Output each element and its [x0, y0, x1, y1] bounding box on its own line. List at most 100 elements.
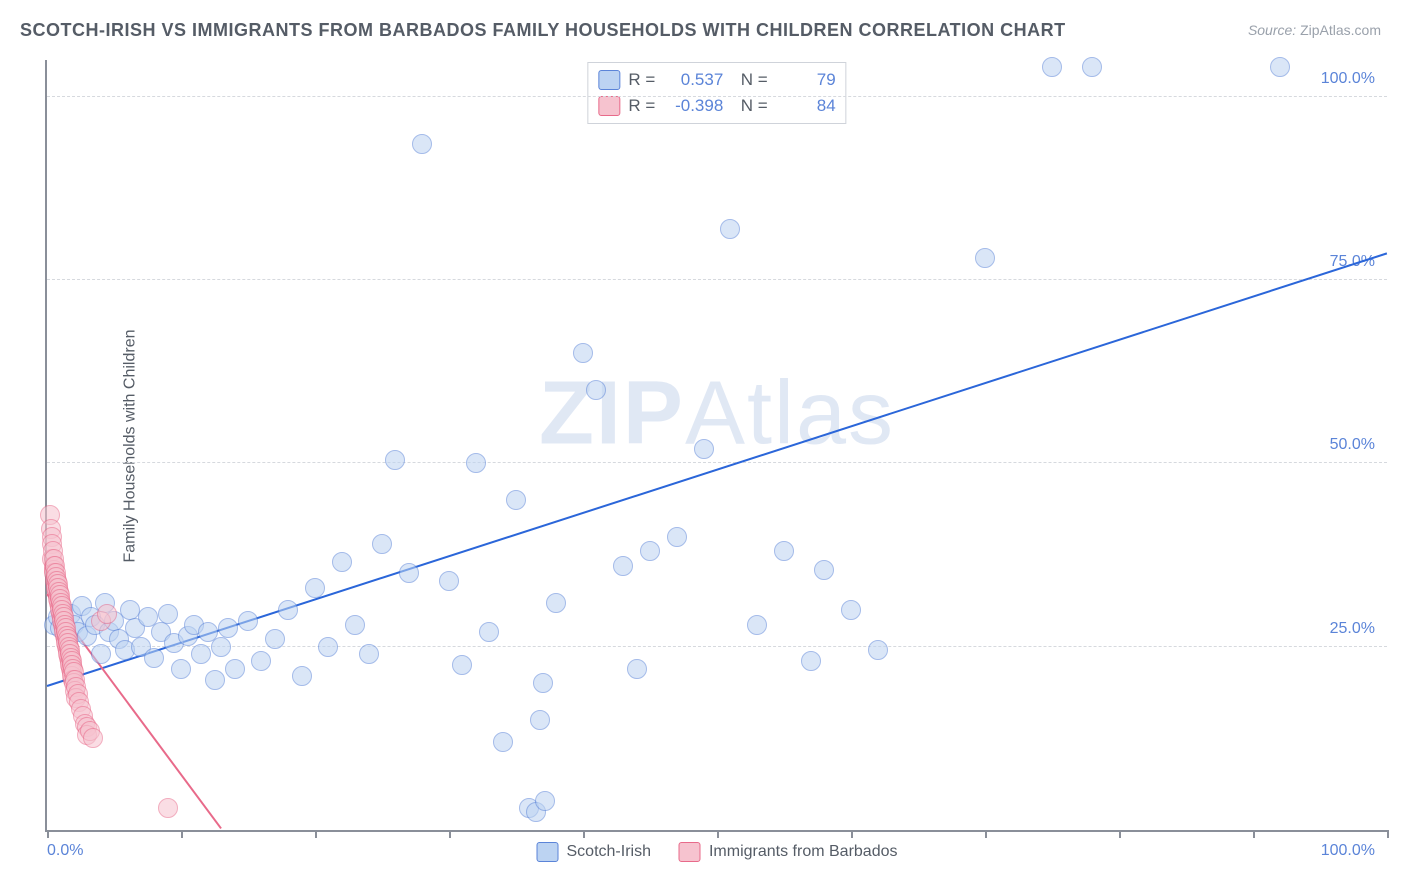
source-label: Source: [1248, 22, 1296, 38]
scatter-point [774, 541, 794, 561]
gridline [47, 96, 1387, 97]
scatter-point [586, 380, 606, 400]
scatter-point [466, 453, 486, 473]
scatter-point [1270, 57, 1290, 77]
scatter-point [399, 563, 419, 583]
scatter-point [218, 618, 238, 638]
legend-row-series-2: R = -0.398 N = 84 [598, 93, 835, 119]
legend-swatch-icon [537, 842, 559, 862]
scatter-point [535, 791, 555, 811]
x-tick [47, 830, 49, 838]
x-tick [1253, 830, 1255, 838]
r-value-2: -0.398 [663, 96, 723, 116]
n-label: N = [731, 70, 767, 90]
scatter-point [814, 560, 834, 580]
scatter-point [83, 728, 103, 748]
scatter-point [171, 659, 191, 679]
scatter-point [97, 604, 117, 624]
scatter-point [158, 798, 178, 818]
scatter-point [747, 615, 767, 635]
legend-swatch-1 [598, 70, 620, 90]
watermark-atlas: Atlas [685, 364, 895, 464]
correlation-legend: R = 0.537 N = 79 R = -0.398 N = 84 [587, 62, 846, 124]
legend-row-series-1: R = 0.537 N = 79 [598, 67, 835, 93]
legend-label-1: Scotch-Irish [567, 843, 651, 861]
scatter-point [975, 248, 995, 268]
x-tick [851, 830, 853, 838]
scatter-point [573, 343, 593, 363]
x-tick [717, 830, 719, 838]
scatter-point [493, 732, 513, 752]
x-tick [985, 830, 987, 838]
scatter-point [292, 666, 312, 686]
scatter-point [225, 659, 245, 679]
x-tick [315, 830, 317, 838]
scatter-point [868, 640, 888, 660]
n-label: N = [731, 96, 767, 116]
scatter-point [305, 578, 325, 598]
scatter-point [801, 651, 821, 671]
x-tick [1387, 830, 1389, 838]
scatter-point [694, 439, 714, 459]
y-tick-label: 50.0% [1330, 436, 1375, 454]
scatter-point [278, 600, 298, 620]
gridline [47, 279, 1387, 280]
scatter-point [372, 534, 392, 554]
scatter-point [530, 710, 550, 730]
scatter-point [251, 651, 271, 671]
scatter-point [412, 134, 432, 154]
scatter-point [506, 490, 526, 510]
scatter-point [385, 450, 405, 470]
watermark: ZIPAtlas [539, 363, 895, 466]
scatter-point [627, 659, 647, 679]
scatter-point [211, 637, 231, 657]
series-legend: Scotch-Irish Immigrants from Barbados [537, 842, 898, 862]
scatter-point [359, 644, 379, 664]
gridline [47, 462, 1387, 463]
scatter-point [318, 637, 338, 657]
legend-swatch-icon [679, 842, 701, 862]
scatter-point [1082, 57, 1102, 77]
x-axis-min-label: 0.0% [47, 842, 83, 860]
scatter-point [332, 552, 352, 572]
legend-label-2: Immigrants from Barbados [709, 843, 898, 861]
x-tick [1119, 830, 1121, 838]
scatter-point [265, 629, 285, 649]
scatter-point [640, 541, 660, 561]
scatter-point [613, 556, 633, 576]
scatter-point [841, 600, 861, 620]
scatter-point [479, 622, 499, 642]
scatter-point [667, 527, 687, 547]
x-axis-max-label: 100.0% [1321, 842, 1375, 860]
x-tick [449, 830, 451, 838]
source-value: ZipAtlas.com [1300, 22, 1381, 38]
scatter-point [546, 593, 566, 613]
watermark-zip: ZIP [539, 364, 685, 464]
scatter-point [238, 611, 258, 631]
chart-title: SCOTCH-IRISH VS IMMIGRANTS FROM BARBADOS… [20, 20, 1066, 41]
scatter-point [345, 615, 365, 635]
x-tick [583, 830, 585, 838]
y-tick-label: 25.0% [1330, 620, 1375, 638]
scatter-point [158, 604, 178, 624]
scatter-point [1042, 57, 1062, 77]
scatter-point [191, 644, 211, 664]
y-tick-label: 100.0% [1321, 70, 1375, 88]
gridline [47, 646, 1387, 647]
n-value-1: 79 [776, 70, 836, 90]
legend-item-2: Immigrants from Barbados [679, 842, 898, 862]
legend-swatch-2 [598, 96, 620, 116]
n-value-2: 84 [776, 96, 836, 116]
scatter-point [439, 571, 459, 591]
scatter-point [91, 644, 111, 664]
source-attribution: Source: ZipAtlas.com [1248, 22, 1381, 38]
scatter-point [533, 673, 553, 693]
x-tick [181, 830, 183, 838]
r-value-1: 0.537 [663, 70, 723, 90]
scatter-point [452, 655, 472, 675]
scatter-point [205, 670, 225, 690]
r-label: R = [628, 70, 655, 90]
scatter-plot-area: ZIPAtlas R = 0.537 N = 79 R = -0.398 N =… [45, 60, 1387, 832]
r-label: R = [628, 96, 655, 116]
scatter-point [144, 648, 164, 668]
